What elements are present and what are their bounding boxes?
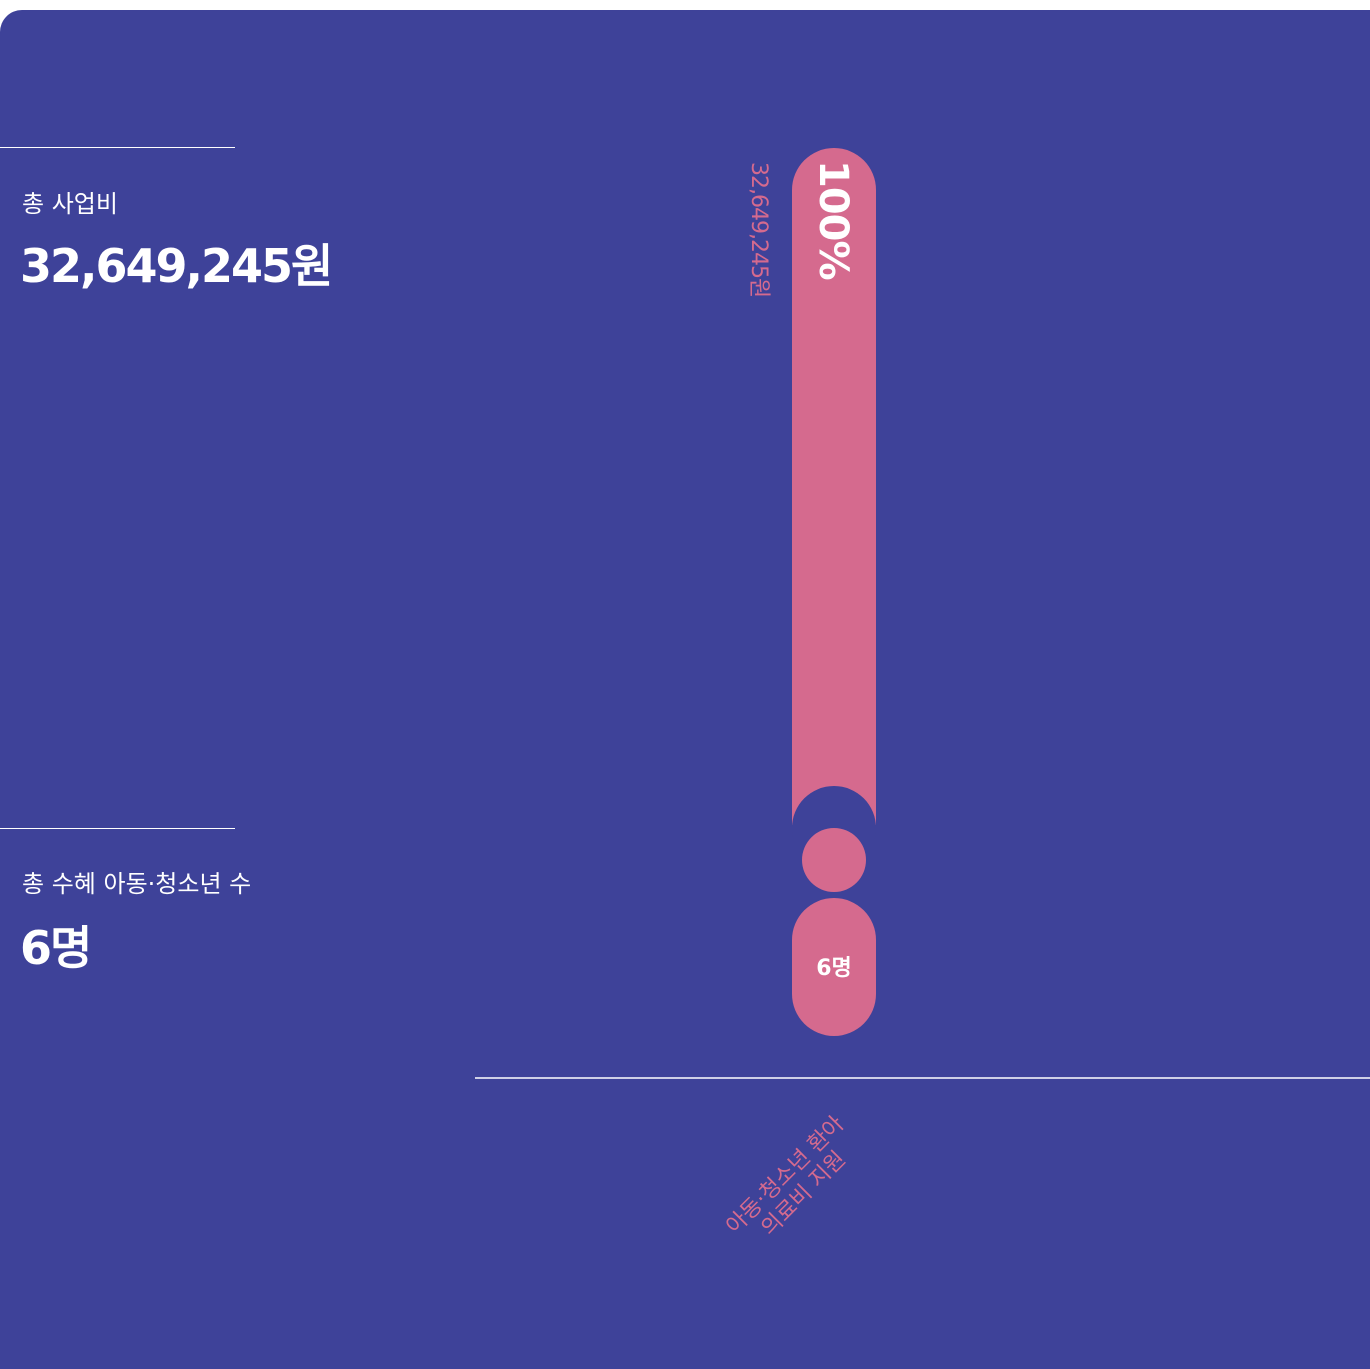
summary-label: 총 사업비 <box>22 190 118 218</box>
divider <box>0 828 235 829</box>
panel: 총 사업비 32,649,245원 총 수혜 아동·청소년 수 6명 6명 100… <box>0 10 1370 1369</box>
chart: 6명 100% 32,649,245원 <box>475 148 1370 1079</box>
dot <box>802 828 866 892</box>
amount-label: 32,649,245원 <box>746 162 771 297</box>
divider <box>0 147 235 148</box>
summary-value: 32,649,245원 <box>20 239 333 293</box>
count-pill <box>792 898 876 1036</box>
count-label: 6명 <box>816 956 852 981</box>
bar <box>792 148 876 825</box>
value-label: 100% <box>810 160 856 280</box>
summary-label: 총 수혜 아동·청소년 수 <box>22 870 252 898</box>
summary-value: 6명 <box>20 921 92 975</box>
